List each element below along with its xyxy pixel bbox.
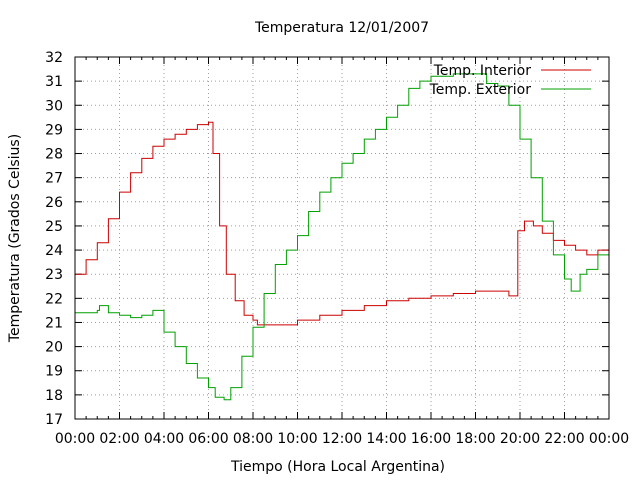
series-line-exterior [75,73,610,401]
x-tick-label: 00:00 [55,431,95,447]
y-tick-label: 25 [45,219,63,235]
chart-title: Temperatura 12/01/2007 [254,20,429,36]
x-tick-label: 06:00 [188,431,228,447]
y-tick-label: 21 [45,315,63,331]
x-tick-label: 16:00 [411,431,451,447]
y-tick-label: 19 [45,364,63,380]
y-tick-label: 28 [45,147,63,163]
y-tick-label: 18 [45,388,63,404]
y-tick-label: 20 [45,340,63,356]
series-line-interior [75,121,610,326]
series-layer [75,73,610,401]
y-tick-label: 26 [45,195,63,211]
x-tick-label: 12:00 [322,431,362,447]
y-axis-label: Temperatura (Grados Celsius) [7,134,23,343]
x-tick-label: 04:00 [144,431,184,447]
y-tick-label: 29 [45,122,63,138]
y-tick-label: 17 [45,412,63,428]
legend-label-exterior: Temp. Exterior [429,82,532,98]
y-tick-label: 30 [45,98,63,114]
y-tick-label: 31 [45,74,63,90]
x-tick-label: 00:00 [589,431,629,447]
plot-frame [74,56,610,420]
y-tick-label: 24 [45,243,63,259]
x-tick-label: 02:00 [99,431,139,447]
y-tick-label: 27 [45,171,63,187]
x-tick-label: 22:00 [544,431,584,447]
x-tick-label: 08:00 [233,431,273,447]
x-tick-label: 10:00 [277,431,317,447]
x-tick-label: 20:00 [500,431,540,447]
x-axis-label: Tiempo (Hora Local Argentina) [230,459,445,475]
grid [75,57,609,419]
y-tick-labels: 17 18 19 20 21 22 23 24 25 26 27 28 29 30 31 32 [45,50,63,428]
x-tick-label: 18:00 [455,431,495,447]
y-tick-label: 32 [45,50,63,66]
x-tick-label: 14:00 [366,431,406,447]
y-tick-label: 23 [45,267,63,283]
legend: Temp. Interior Temp. Exterior [429,63,591,98]
x-tick-labels: 00:00 02:00 04:00 06:00 08:00 10:00 12:00 14:00… [55,431,629,447]
y-tick-label: 22 [45,291,63,307]
legend-label-interior: Temp. Interior [433,63,532,79]
